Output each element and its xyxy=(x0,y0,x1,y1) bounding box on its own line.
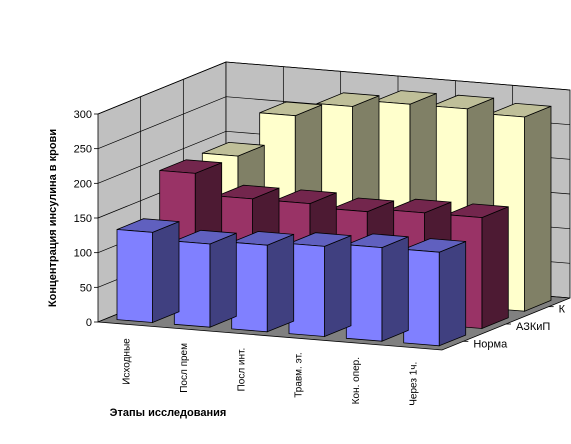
bar-side xyxy=(209,232,237,328)
y-tick-label: 250 xyxy=(74,144,92,156)
x-category-label: Травм. эт. xyxy=(294,352,305,397)
series-label: К xyxy=(559,304,566,316)
bar-side xyxy=(524,105,552,312)
bar-Норма-Кон. опер. xyxy=(345,233,409,342)
bar-Норма-Травм. эт. xyxy=(288,232,352,338)
bar-side xyxy=(481,206,509,330)
y-axis-title: Концентрация инсулина в крови xyxy=(47,129,59,307)
y-tick-label: 100 xyxy=(74,248,92,260)
labels: 0 50 100 150 200 250 300 Исходные Посл прем Посл … xyxy=(74,109,566,406)
bar-side xyxy=(266,233,295,333)
bar-front xyxy=(231,241,268,333)
bar-Норма-Исходные xyxy=(116,218,180,324)
y-tick-label: 150 xyxy=(74,213,92,225)
x-category-label: Посл прем xyxy=(179,343,190,393)
bar-Норма-Через 1ч. xyxy=(403,238,467,347)
x-category-label: Кон. опер. xyxy=(351,357,362,404)
x-category-label: Исходные xyxy=(122,338,133,385)
x-axis-title: Этапы исследования xyxy=(110,407,227,419)
bar-front xyxy=(288,243,325,337)
bar-front xyxy=(116,229,153,323)
bar-side xyxy=(438,240,467,347)
bar-side xyxy=(381,236,409,342)
series-label: Норма xyxy=(473,338,508,350)
bar-front xyxy=(345,244,383,342)
series-label: АЗКиП xyxy=(516,321,550,333)
bar-front xyxy=(403,248,440,347)
bars xyxy=(116,90,552,347)
bar-Норма-Посл инт. xyxy=(231,231,295,333)
y-tick-label: 200 xyxy=(74,178,92,190)
bar-side xyxy=(324,235,352,338)
bar-front xyxy=(173,240,211,328)
x-category-label: Посл инт. xyxy=(236,348,247,392)
y-tick-label: 0 xyxy=(86,317,92,329)
y-tick-label: 50 xyxy=(80,282,92,294)
y-tick-label: 300 xyxy=(74,109,92,121)
bar-Норма-Посл прем xyxy=(173,229,237,328)
x-category-label: Через 1ч. xyxy=(408,362,419,406)
bar-side xyxy=(152,221,180,324)
